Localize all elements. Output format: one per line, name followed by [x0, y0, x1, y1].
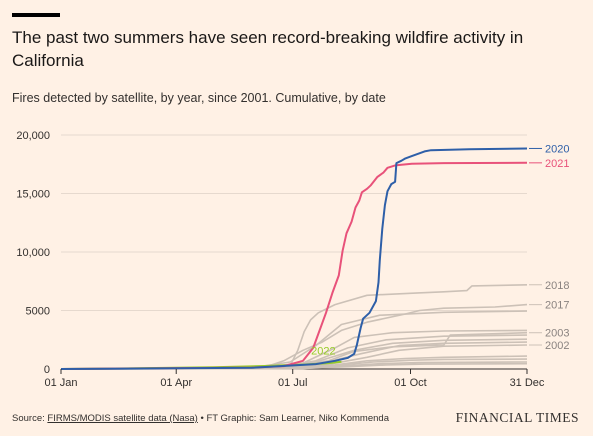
title-accent-bar [12, 13, 60, 17]
x-tick-label: 31 Dec [510, 377, 545, 389]
x-axis-ticks: 01 Jan 01 Apr 01 Jul 01 Oct 31 Dec [44, 369, 545, 389]
footer-source: Source: FIRMS/MODIS satellite data (Nasa… [12, 413, 389, 424]
grid-lines [61, 134, 527, 370]
highlighted-year-lines [60, 147, 528, 370]
chart-subtitle: Fires detected by satellite, by year, si… [12, 91, 386, 105]
series-label-2020: 2020 [545, 143, 569, 155]
series-label-2002: 2002 [545, 340, 569, 352]
series-label-2021: 2021 [545, 158, 569, 170]
credits: • FT Graphic: Sam Learner, Niko Kommenda [197, 413, 389, 424]
chart-title: The past two summers have seen record-br… [12, 28, 524, 70]
series-line-past-12 [60, 362, 528, 370]
y-tick-label: 15,000 [16, 189, 50, 201]
x-tick-label: 01 Jul [278, 377, 307, 389]
source-label: Source: [12, 413, 48, 424]
series-line-2020 [60, 147, 528, 370]
series-label-2022: 2022 [311, 346, 335, 358]
y-axis-ticks: 0 5000 10,000 15,000 20,000 [16, 130, 50, 376]
past-year-lines [60, 284, 528, 370]
series-label-2018: 2018 [545, 280, 569, 292]
y-tick-label: 20,000 [16, 130, 50, 142]
brand-logo: FINANCIAL TIMES [455, 410, 579, 425]
y-tick-label: 10,000 [16, 247, 50, 259]
y-tick-label: 0 [44, 364, 50, 376]
y-tick-label: 5000 [26, 306, 50, 318]
source-link[interactable]: FIRMS/MODIS satellite data (Nasa) [47, 413, 198, 424]
x-tick-label: 01 Apr [160, 377, 192, 389]
series-label-2017: 2017 [545, 300, 569, 312]
series-line-2021 [60, 161, 528, 370]
x-tick-label: 01 Oct [394, 377, 426, 389]
series-line-past-2017 [60, 303, 528, 370]
series-label-2003: 2003 [545, 328, 569, 340]
x-tick-label: 01 Jan [44, 377, 77, 389]
